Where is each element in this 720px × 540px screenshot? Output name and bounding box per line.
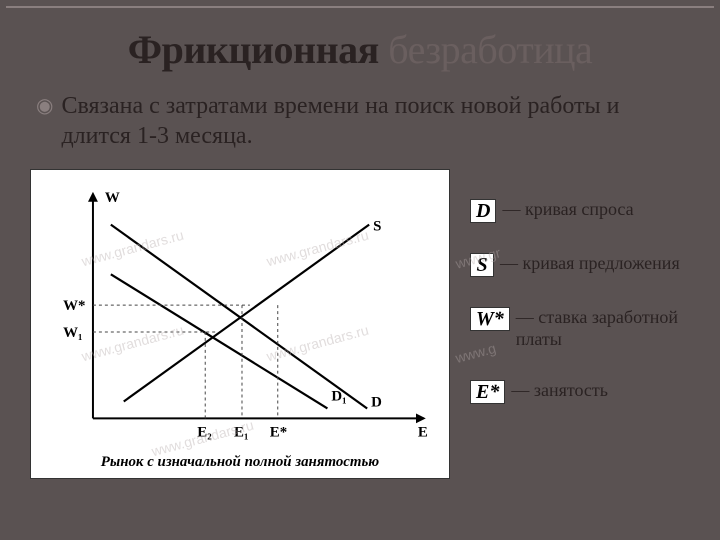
legend-symbol: S xyxy=(470,253,494,277)
bullet-icon: ◉ xyxy=(36,94,53,119)
svg-text:D: D xyxy=(371,394,382,410)
svg-text:E: E xyxy=(418,424,428,440)
bullet-text: Связана с затратами времени на поиск нов… xyxy=(61,91,690,151)
svg-text:W*: W* xyxy=(63,298,85,314)
legend-text: — ставка заработной платы xyxy=(516,307,690,350)
title-bold: Фрикционная xyxy=(128,27,379,72)
svg-text:Рынок с изначальной полной зан: Рынок с изначальной полной занятостью xyxy=(101,454,380,470)
legend-text: — кривая спроса xyxy=(502,199,690,221)
svg-text:E*: E* xyxy=(270,424,287,440)
svg-text:W₁: W₁ xyxy=(63,325,82,341)
legend-item-supply: S — кривая предложения xyxy=(470,253,690,277)
legend-text: — кривая предложения xyxy=(500,253,690,275)
chart-svg: W E D D₁ S W* W₁ E₂ E₁ E* Рынок с изначальной полн… xyxy=(31,170,449,478)
supply-demand-chart: W E D D₁ S W* W₁ E₂ E₁ E* Рынок с изначальной полн… xyxy=(30,169,450,479)
svg-text:W: W xyxy=(105,190,120,206)
svg-text:D₁: D₁ xyxy=(331,389,346,405)
legend-item-wage: W* — ставка заработной платы xyxy=(470,307,690,350)
bullet-row: ◉ Связана с затратами времени на поиск н… xyxy=(30,91,690,151)
legend: D — кривая спроса S — кривая предложения… xyxy=(470,169,690,404)
title-light: безработица xyxy=(388,27,592,72)
svg-text:S: S xyxy=(373,219,381,235)
svg-text:E₂: E₂ xyxy=(197,424,212,440)
legend-item-employment: E* — занятость xyxy=(470,380,690,404)
legend-text: — занятость xyxy=(511,380,690,402)
legend-symbol: W* xyxy=(470,307,510,331)
page-title: Фрикционная безработица xyxy=(30,26,690,73)
legend-item-demand: D — кривая спроса xyxy=(470,199,690,223)
legend-symbol: E* xyxy=(470,380,505,404)
svg-text:E₁: E₁ xyxy=(234,424,248,440)
legend-symbol: D xyxy=(470,199,496,223)
